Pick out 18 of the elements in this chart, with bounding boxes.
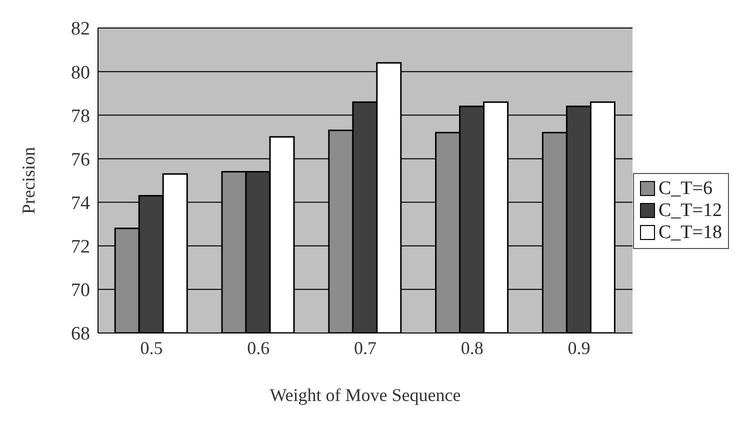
y-tick-label: 74 [71,193,90,214]
x-tick-label: 0.8 [460,338,484,358]
y-tick-label: 78 [71,106,90,127]
x-tick-label: 0.9 [568,338,590,358]
legend-label: C_T=6 [658,178,712,200]
y-axis-title: Precision [18,147,38,214]
x-tick-label: 0.7 [354,338,376,358]
y-tick-label: 80 [71,62,90,84]
legend-label: C_T=18 [658,222,722,244]
y-tick-label: 70 [71,280,90,302]
y-tick-label: 72 [71,236,90,258]
x-tick-label: 0.5 [140,338,163,358]
x-axis-title: Weight of Move Sequence [270,385,461,405]
y-tick-label: 82 [71,18,90,40]
legend-label: C_T=12 [658,200,722,222]
x-tick-label: 0.6 [247,338,270,358]
y-tick-label: 76 [71,149,90,170]
y-tick-label: 68 [71,324,90,345]
